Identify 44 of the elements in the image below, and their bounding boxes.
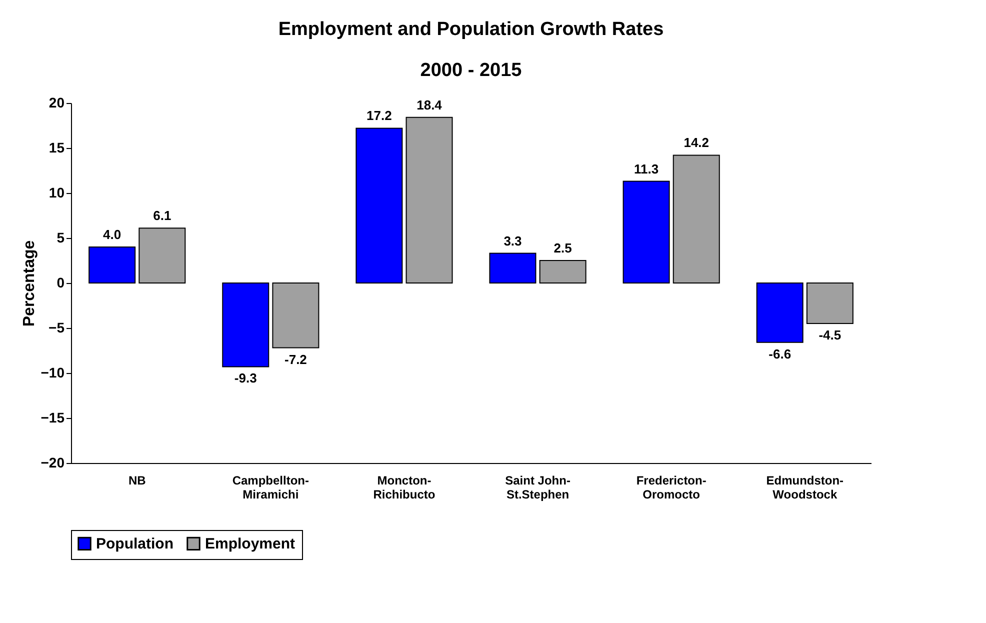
chart-subtitle: 2000 - 2015	[420, 60, 522, 81]
bar	[356, 128, 403, 284]
x-tick-label: Edmundston-Woodstock	[766, 474, 844, 502]
y-axis-title: Percentage	[20, 240, 38, 327]
y-tick-label: −15	[40, 410, 65, 426]
x-tick-label: Moncton-Richibucto	[373, 474, 436, 502]
data-label: 6.1	[153, 208, 172, 224]
bar	[222, 282, 270, 368]
data-label: 3.3	[504, 233, 522, 248]
bar	[622, 180, 670, 284]
legend-label: Population	[96, 536, 174, 553]
data-label: 4.0	[103, 227, 122, 242]
y-tick-label: 10	[48, 184, 65, 200]
bar	[672, 154, 720, 284]
data-label: -9.3	[234, 370, 257, 386]
x-tick-label: Fredericton-Oromocto	[636, 474, 706, 502]
x-tick-label: Saint John-St.Stephen	[505, 474, 570, 502]
data-label: -6.6	[768, 346, 792, 362]
bar	[138, 228, 186, 284]
y-tick-label: −20	[40, 454, 65, 470]
bar	[88, 246, 136, 284]
chart-title: Employment and Population Growth Rates	[278, 19, 664, 40]
y-tick-label: 5	[56, 230, 65, 246]
bar	[756, 282, 804, 343]
data-label: 17.2	[366, 108, 392, 124]
y-tick-label: −5	[48, 320, 65, 336]
y-tick-label: 20	[48, 94, 65, 110]
bar	[489, 252, 536, 284]
data-label: 14.2	[684, 135, 710, 150]
legend-label: Employment	[205, 536, 296, 553]
y-tick-label: 15	[48, 140, 65, 156]
y-tick-label: −10	[40, 364, 65, 380]
data-label: 2.5	[554, 240, 572, 256]
y-tick-label: 0	[56, 274, 65, 290]
data-label: -7.2	[284, 352, 307, 367]
data-label: 11.3	[634, 161, 659, 176]
bar	[272, 282, 320, 348]
bar	[539, 260, 586, 284]
bar	[806, 282, 854, 324]
data-label: 18.4	[416, 97, 443, 112]
bar	[406, 116, 453, 284]
x-tick-label: NB	[128, 474, 146, 488]
x-tick-label: Campbellton-Miramichi	[232, 474, 309, 502]
data-label: -4.5	[818, 328, 842, 342]
